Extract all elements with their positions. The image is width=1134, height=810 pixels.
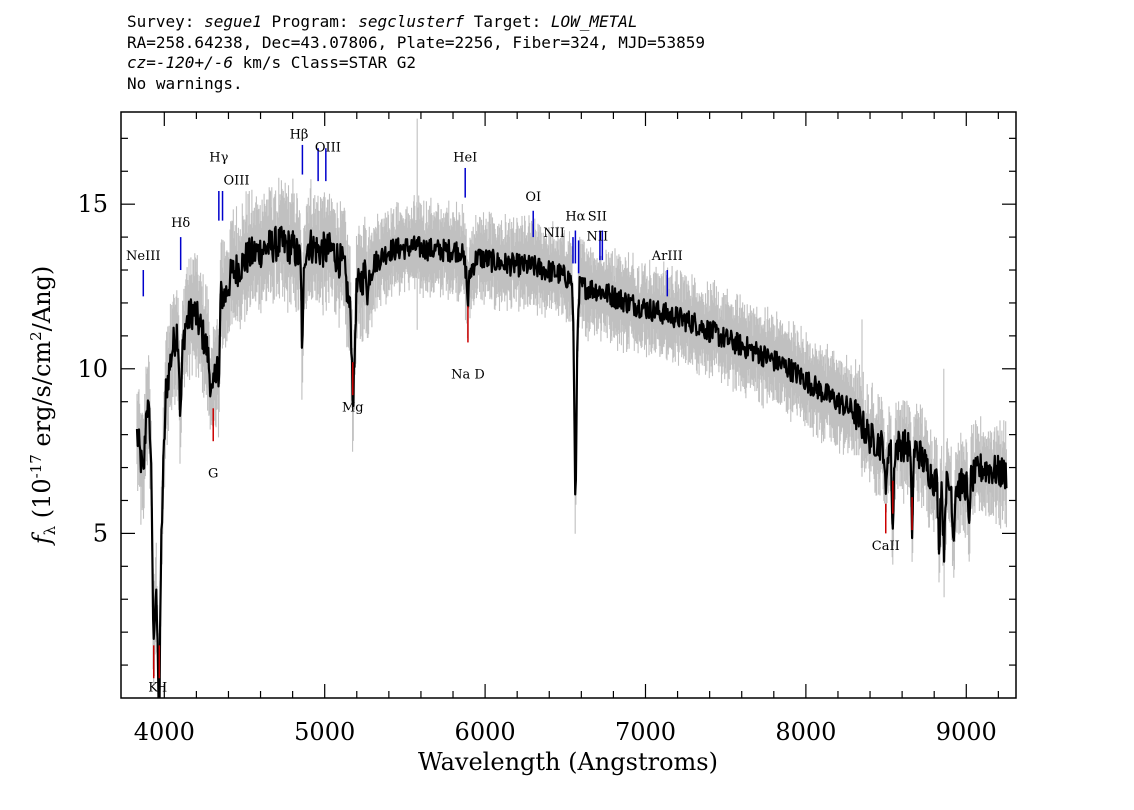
y-axis-title-unit: erg/s/cm xyxy=(28,341,56,455)
program-value: segclusterf xyxy=(358,12,465,31)
y-axis-title-exp: -17 xyxy=(27,454,45,478)
emission-line-label: HeI xyxy=(453,150,477,165)
absorption-line-label: CaII xyxy=(872,539,900,554)
plot-frame xyxy=(120,111,1017,699)
emission-line-label: Hγ xyxy=(209,150,228,165)
emission-line-label: Hδ xyxy=(171,216,190,231)
absorption-line-label: H xyxy=(156,680,167,695)
header-line-survey: Survey: segue1 Program: segclusterf Targ… xyxy=(127,12,705,33)
cz-value: -120+/-6 xyxy=(155,53,233,72)
header-line-coordinates: RA=258.64238, Dec=43.07806, Plate=2256, … xyxy=(127,32,705,52)
emission-line-label: Hα xyxy=(565,210,585,225)
y-axis-title: fλ (10-17 erg/s/cm2/Ang) xyxy=(27,266,59,547)
x-tick-label: 5000 xyxy=(294,718,355,746)
absorption-line-label: Na D xyxy=(451,368,485,383)
program-label: Program: xyxy=(261,12,359,31)
y-axis-title-close: /Ang) xyxy=(28,266,56,332)
x-axis-title: Wavelength (Angstroms) xyxy=(418,748,718,776)
survey-label: Survey: xyxy=(127,12,205,31)
x-tick-label: 9000 xyxy=(936,718,997,746)
emission-line-label: ArIII xyxy=(651,249,683,264)
emission-line-label: Hβ xyxy=(290,127,309,142)
target-label: Target: xyxy=(464,12,551,31)
y-axis-title-exp2: 2 xyxy=(27,331,45,341)
absorption-line-label: G xyxy=(208,466,218,481)
x-tick-label: 6000 xyxy=(455,718,516,746)
emission-line-label: NII xyxy=(587,229,609,244)
cz-label: cz= xyxy=(127,53,156,72)
emission-line-label: OIII xyxy=(315,141,341,156)
survey-value: segue1 xyxy=(204,12,262,31)
cz-unit-class: km/s Class=STAR G2 xyxy=(232,53,416,72)
y-axis-title-sub: λ xyxy=(41,525,59,535)
target-value: LOW_METAL xyxy=(550,12,638,31)
header-line-warnings: No warnings. xyxy=(127,73,243,93)
emission-line-label: SII xyxy=(588,210,607,225)
y-axis-title-open: (10 xyxy=(28,478,56,526)
emission-line-label: NII xyxy=(543,226,565,241)
x-tick-label: 4000 xyxy=(134,718,195,746)
y-tick-label: 10 xyxy=(77,355,108,383)
spectrum-header: Survey: segue1 Program: segclusterf Targ… xyxy=(127,12,705,94)
y-tick-label: 5 xyxy=(93,519,108,547)
emission-line-label: OI xyxy=(525,190,541,205)
emission-line-label: OIII xyxy=(223,173,249,188)
absorption-line-label: K xyxy=(148,680,158,695)
emission-line-label: NeIII xyxy=(126,249,160,264)
x-tick-label: 8000 xyxy=(775,718,836,746)
absorption-line-label: Mg xyxy=(342,401,364,416)
y-tick-label: 15 xyxy=(77,190,108,218)
header-line-redshift: cz=-120+/-6 km/s Class=STAR G2 xyxy=(127,53,705,74)
x-tick-label: 7000 xyxy=(615,718,676,746)
flux-spectrum xyxy=(135,225,1008,698)
